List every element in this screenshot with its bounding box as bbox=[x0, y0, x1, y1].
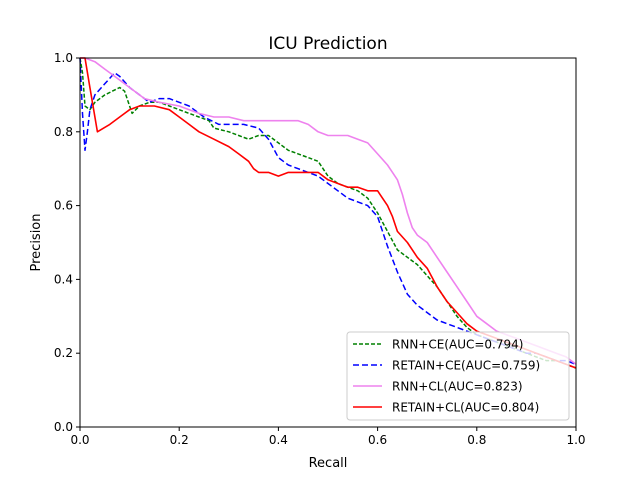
y-axis: 0.0 0.2 0.4 0.6 0.8 1.0 bbox=[54, 51, 80, 434]
x-axis-label: Recall bbox=[309, 456, 348, 471]
x-axis: 0.0 0.2 0.4 0.6 0.8 1.0 bbox=[70, 427, 586, 447]
y-tick-label: 1.0 bbox=[54, 51, 73, 65]
x-tick-label: 0.0 bbox=[70, 433, 89, 447]
legend-box bbox=[346, 331, 570, 421]
chart-title: ICU Prediction bbox=[268, 34, 387, 54]
y-tick-label: 0.4 bbox=[54, 272, 73, 286]
legend-label: RETAIN+CL(AUC=0.804) bbox=[392, 401, 539, 415]
series-line-2 bbox=[79, 57, 577, 366]
y-tick-label: 0.2 bbox=[54, 346, 73, 360]
legend: RNN+CE(AUC=0.794) RETAIN+CE(AUC=0.759) RNN… bbox=[346, 331, 570, 421]
plot-frame bbox=[79, 57, 577, 428]
x-tick-label: 0.8 bbox=[467, 433, 486, 447]
y-tick-label: 0.0 bbox=[54, 420, 73, 434]
legend-label: RETAIN+CE(AUC=0.759) bbox=[392, 359, 540, 373]
y-tick-label: 0.8 bbox=[54, 125, 73, 139]
y-tick-label: 0.6 bbox=[54, 199, 73, 213]
x-tick-label: 0.4 bbox=[269, 433, 288, 447]
y-axis-label: Precision bbox=[29, 213, 44, 271]
legend-label: RNN+CE(AUC=0.794) bbox=[392, 338, 523, 352]
x-tick-label: 1.0 bbox=[566, 433, 585, 447]
x-tick-label: 0.2 bbox=[170, 433, 189, 447]
legend-label: RNN+CL(AUC=0.823) bbox=[392, 380, 523, 394]
x-tick-label: 0.6 bbox=[368, 433, 387, 447]
